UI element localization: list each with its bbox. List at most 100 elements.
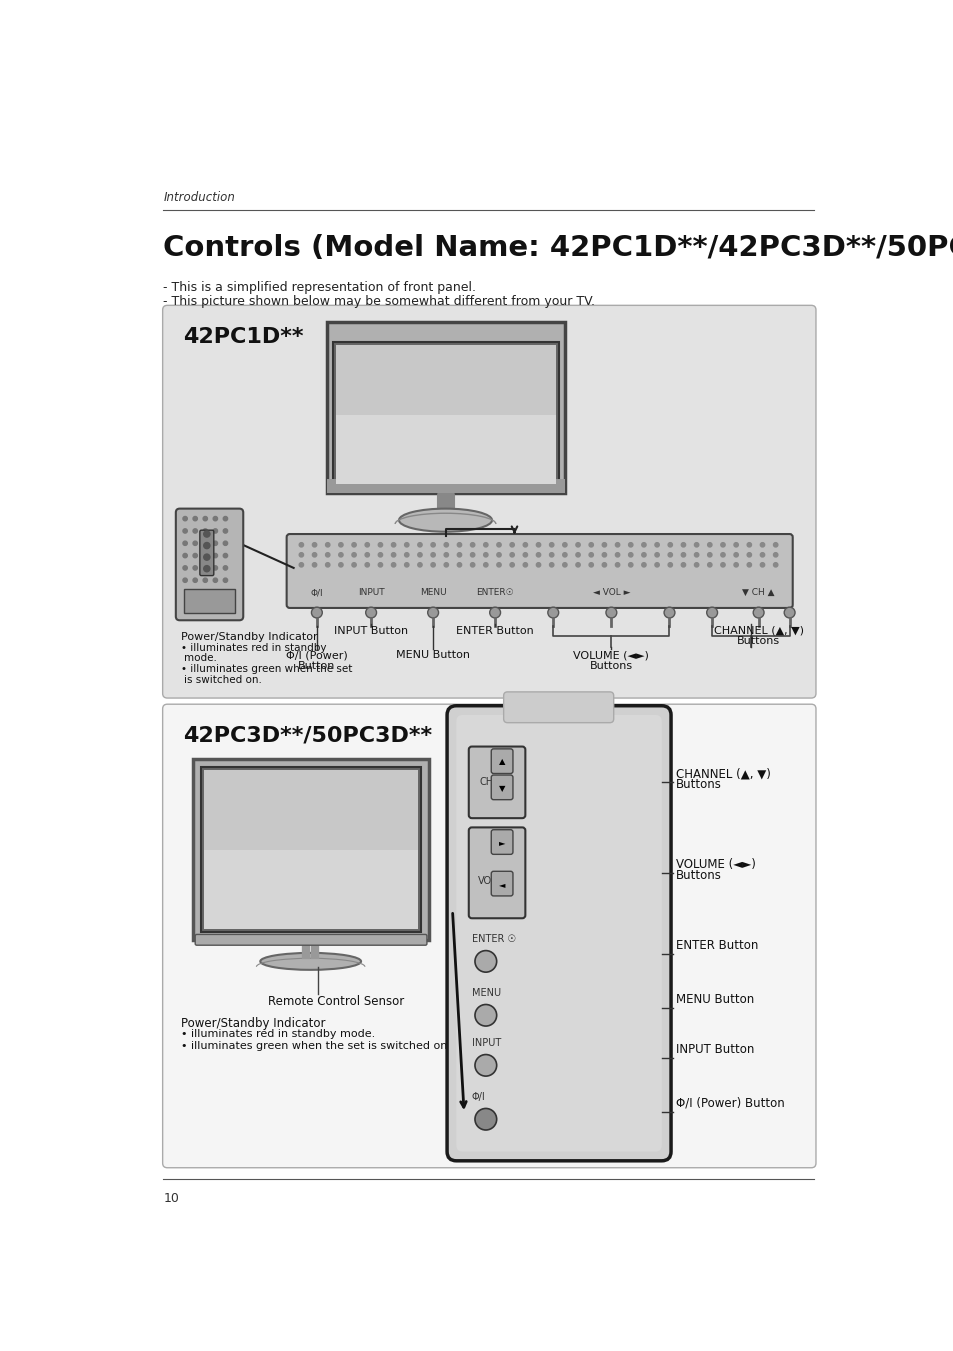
Circle shape: [760, 562, 764, 567]
Circle shape: [223, 542, 228, 546]
Circle shape: [641, 543, 645, 547]
Circle shape: [183, 516, 187, 520]
Circle shape: [483, 543, 488, 547]
Circle shape: [489, 607, 500, 617]
FancyBboxPatch shape: [327, 480, 564, 493]
Text: Φ/I (Power) Button: Φ/I (Power) Button: [675, 1097, 783, 1111]
Circle shape: [753, 607, 763, 617]
Circle shape: [588, 543, 593, 547]
Circle shape: [470, 553, 475, 557]
Text: Introduction: Introduction: [163, 192, 235, 204]
Circle shape: [456, 553, 461, 557]
Circle shape: [365, 553, 369, 557]
Circle shape: [760, 553, 764, 557]
FancyBboxPatch shape: [468, 827, 525, 919]
Circle shape: [204, 543, 210, 549]
Circle shape: [365, 562, 369, 567]
Text: VOLUME (◄►): VOLUME (◄►): [573, 650, 649, 661]
Text: Button: Button: [298, 661, 335, 671]
Circle shape: [475, 951, 497, 973]
Circle shape: [475, 1055, 497, 1077]
Text: • illuminates green when the set: • illuminates green when the set: [181, 665, 353, 674]
FancyBboxPatch shape: [447, 705, 670, 1161]
FancyBboxPatch shape: [491, 830, 513, 854]
Circle shape: [404, 553, 409, 557]
Text: CHANNEL (▲, ▼): CHANNEL (▲, ▼): [675, 767, 770, 781]
Circle shape: [601, 553, 606, 557]
Ellipse shape: [398, 508, 492, 532]
FancyBboxPatch shape: [175, 508, 243, 620]
Circle shape: [213, 566, 217, 570]
Circle shape: [352, 562, 355, 567]
Circle shape: [203, 542, 207, 546]
FancyBboxPatch shape: [183, 589, 235, 612]
Text: Φ/I: Φ/I: [472, 1092, 485, 1102]
Circle shape: [601, 543, 606, 547]
Text: ▼ CH ▲: ▼ CH ▲: [741, 588, 774, 597]
FancyBboxPatch shape: [335, 346, 555, 484]
Text: 10: 10: [163, 1193, 179, 1205]
Text: ►: ►: [498, 839, 505, 847]
Circle shape: [655, 562, 659, 567]
Circle shape: [641, 562, 645, 567]
Circle shape: [588, 553, 593, 557]
Circle shape: [497, 553, 500, 557]
Text: INPUT: INPUT: [357, 588, 384, 597]
Circle shape: [377, 543, 382, 547]
FancyBboxPatch shape: [491, 775, 513, 800]
Circle shape: [417, 543, 421, 547]
Circle shape: [601, 562, 606, 567]
FancyBboxPatch shape: [204, 770, 418, 929]
Circle shape: [470, 562, 475, 567]
Circle shape: [706, 607, 717, 617]
Circle shape: [694, 543, 698, 547]
Text: is switched on.: is switched on.: [184, 676, 262, 685]
Circle shape: [615, 553, 619, 557]
Circle shape: [352, 543, 355, 547]
Circle shape: [377, 562, 382, 567]
Text: ◄: ◄: [498, 880, 505, 889]
Text: Φ/I (Power): Φ/I (Power): [286, 650, 348, 661]
FancyBboxPatch shape: [200, 766, 421, 932]
Text: Remote Control Sensor: Remote Control Sensor: [268, 996, 404, 1008]
Circle shape: [183, 566, 187, 570]
Circle shape: [203, 578, 207, 582]
Circle shape: [391, 543, 395, 547]
Circle shape: [203, 528, 207, 534]
Circle shape: [667, 553, 672, 557]
Circle shape: [522, 562, 527, 567]
Text: 42PC1D**: 42PC1D**: [183, 327, 303, 347]
Circle shape: [680, 562, 685, 567]
Text: ENTER Button: ENTER Button: [456, 626, 534, 636]
Text: INPUT: INPUT: [472, 1039, 500, 1048]
Circle shape: [746, 543, 751, 547]
FancyBboxPatch shape: [335, 415, 555, 484]
Circle shape: [663, 607, 674, 617]
Circle shape: [510, 553, 514, 557]
Circle shape: [707, 553, 711, 557]
Circle shape: [404, 543, 409, 547]
Circle shape: [204, 531, 210, 538]
FancyBboxPatch shape: [327, 323, 564, 493]
Text: Controls (Model Name: 42PC1D**/42PC3D**/50PC3D**): Controls (Model Name: 42PC1D**/42PC3D**/…: [163, 234, 953, 262]
Circle shape: [628, 543, 632, 547]
Circle shape: [562, 543, 566, 547]
FancyBboxPatch shape: [286, 534, 792, 608]
Text: • illuminates red in standby mode.: • illuminates red in standby mode.: [181, 1029, 375, 1039]
Circle shape: [338, 543, 343, 547]
Circle shape: [431, 553, 435, 557]
Circle shape: [576, 543, 579, 547]
Text: • illuminates green when the set is switched on.: • illuminates green when the set is swit…: [181, 1040, 451, 1051]
Circle shape: [549, 553, 554, 557]
Text: CH: CH: [479, 777, 494, 788]
Circle shape: [760, 543, 764, 547]
Text: Φ/I: Φ/I: [311, 588, 323, 597]
Circle shape: [475, 1108, 497, 1129]
Circle shape: [183, 542, 187, 546]
FancyBboxPatch shape: [195, 935, 427, 946]
Circle shape: [325, 562, 330, 567]
Circle shape: [510, 543, 514, 547]
Circle shape: [223, 578, 228, 582]
Circle shape: [628, 562, 632, 567]
Ellipse shape: [260, 952, 360, 970]
